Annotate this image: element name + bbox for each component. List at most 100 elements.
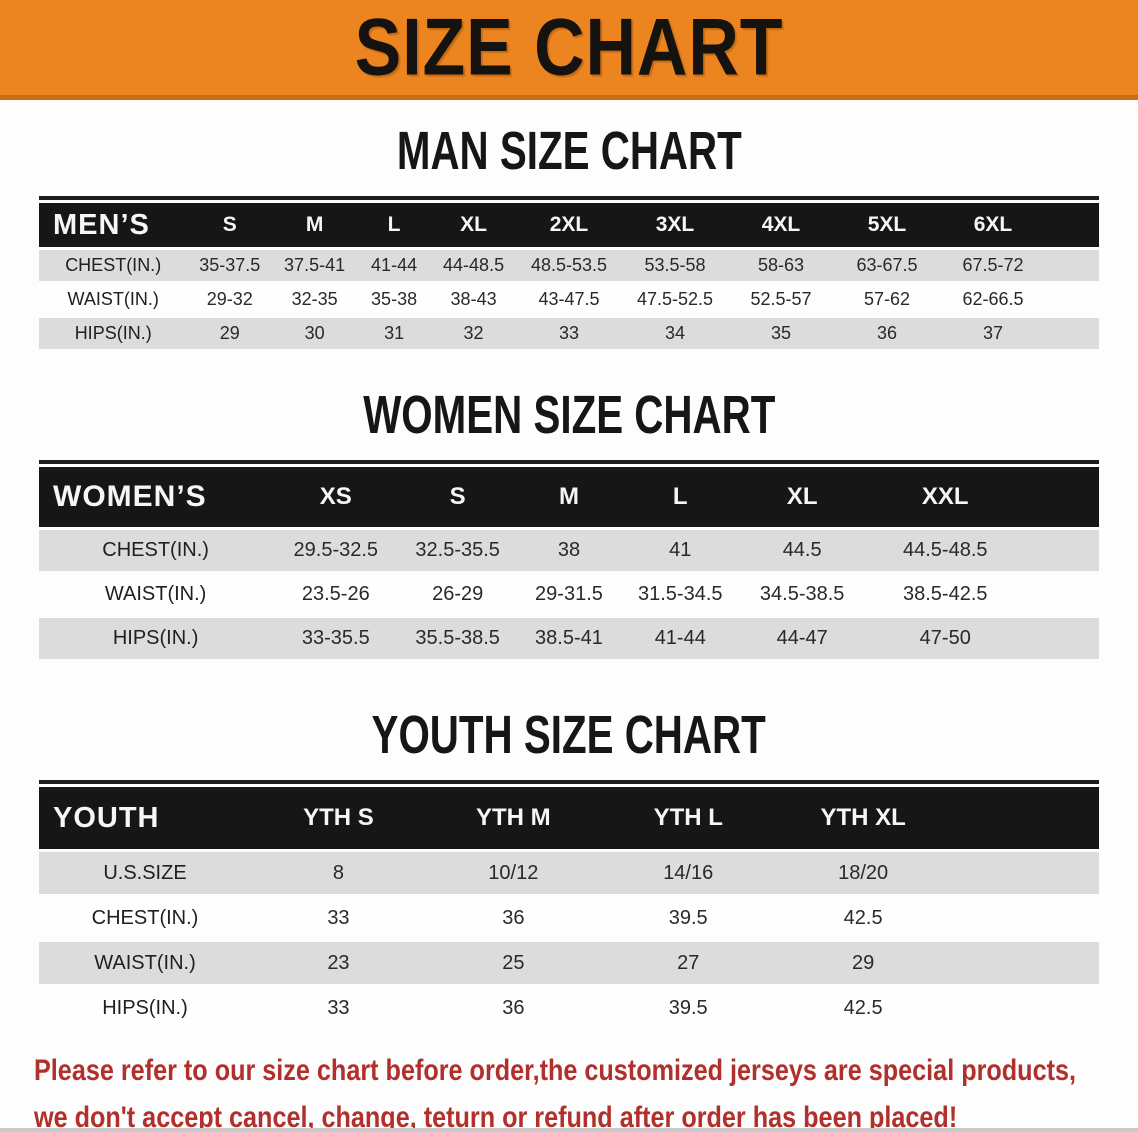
- size-value: 47.5-52.5: [621, 284, 728, 315]
- size-value: 44.5: [738, 530, 866, 571]
- table-row: CHEST(IN.) 35-37.5 37.5-41 41-44 44-48.5…: [39, 250, 1099, 281]
- size-value: 34: [621, 318, 728, 349]
- size-value: 38-43: [431, 284, 516, 315]
- size-value: 39.5: [600, 897, 776, 939]
- size-value: 32: [431, 318, 516, 349]
- size-value: 33: [515, 318, 622, 349]
- women-section-heading: WOMEN SIZE CHART: [362, 385, 776, 446]
- size-value: 33-35.5: [272, 618, 400, 659]
- youth-size-table: YOUTH YTH S YTH M YTH L YTH XL U.S.SIZE …: [39, 780, 1099, 1032]
- table-row: WAIST(IN.) 23.5-26 26-29 29-31.5 31.5-34…: [39, 574, 1099, 615]
- spacer-cell: [1045, 284, 1099, 315]
- women-size-table: WOMEN’S XS S M L XL XXL CHEST(IN.) 29.5-…: [39, 460, 1099, 662]
- youth-group-label: YOUTH: [39, 787, 251, 849]
- size-value: 31: [356, 318, 432, 349]
- size-value: 23: [251, 942, 426, 984]
- spacer-cell: [950, 987, 1099, 1029]
- spacer-cell: [1045, 203, 1099, 247]
- women-col-header: XXL: [865, 467, 1025, 527]
- size-value: 38.5-42.5: [865, 574, 1025, 615]
- size-value: 33: [251, 987, 426, 1029]
- size-value: 37.5-41: [272, 250, 357, 281]
- table-row: CHEST(IN.) 29.5-32.5 32.5-35.5 38 41 44.…: [39, 530, 1099, 571]
- size-value: 14/16: [600, 852, 776, 894]
- men-group-label: MEN’S: [39, 203, 188, 247]
- spacer-cell: [1024, 618, 1099, 659]
- size-value: 29: [775, 942, 951, 984]
- men-header-row: MEN’S S M L XL 2XL 3XL 4XL 5XL 6XL: [39, 203, 1099, 247]
- size-value: 29-32: [187, 284, 273, 315]
- size-value: 42.5: [775, 987, 951, 1029]
- men-waist-label: WAIST(IN.): [39, 284, 188, 315]
- women-hips-label: HIPS(IN.): [39, 618, 273, 659]
- size-value: 32-35: [272, 284, 357, 315]
- disclaimer: Please refer to our size chart before or…: [0, 1048, 1138, 1132]
- women-section: WOMEN SIZE CHART WOMEN’S XS S M L XL XXL: [0, 385, 1138, 662]
- size-value: 29: [187, 318, 273, 349]
- youth-col-header: YTH M: [425, 787, 601, 849]
- size-value: 47-50: [865, 618, 1025, 659]
- youth-waist-label: WAIST(IN.): [39, 942, 251, 984]
- size-value: 26-29: [399, 574, 516, 615]
- table-row: HIPS(IN.) 29 30 31 32 33 34 35 36 37: [39, 318, 1099, 349]
- youth-section: YOUTH SIZE CHART YOUTH YTH S YTH M YTH L…: [0, 705, 1138, 1032]
- men-section: MAN SIZE CHART MEN’S S M L XL 2XL 3XL 4X…: [0, 121, 1138, 352]
- disclaimer-line-1: Please refer to our size chart before or…: [34, 1054, 1077, 1087]
- youth-section-heading: YOUTH SIZE CHART: [371, 705, 767, 766]
- size-value: 53.5-58: [621, 250, 728, 281]
- spacer-cell: [1024, 574, 1099, 615]
- disclaimer-line-2: we don't accept cancel, change, teturn o…: [34, 1100, 958, 1132]
- size-value: 35: [727, 318, 834, 349]
- size-value: 36: [833, 318, 940, 349]
- size-value: 67.5-72: [939, 250, 1046, 281]
- table-row: HIPS(IN.) 33-35.5 35.5-38.5 38.5-41 41-4…: [39, 618, 1099, 659]
- youth-col-header: YTH XL: [775, 787, 951, 849]
- men-hips-label: HIPS(IN.): [39, 318, 188, 349]
- bottom-divider: [0, 1128, 1138, 1132]
- women-chest-label: CHEST(IN.): [39, 530, 273, 571]
- size-value: 37: [939, 318, 1046, 349]
- size-value: 8: [251, 852, 426, 894]
- men-col-header: 3XL: [621, 203, 728, 247]
- spacer-cell: [950, 897, 1099, 939]
- size-value: 38: [515, 530, 622, 571]
- size-value: 32.5-35.5: [399, 530, 516, 571]
- size-value: 31.5-34.5: [621, 574, 739, 615]
- youth-ussize-label: U.S.SIZE: [39, 852, 251, 894]
- size-value: 39.5: [600, 987, 776, 1029]
- youth-col-header: YTH L: [600, 787, 776, 849]
- size-value: 38.5-41: [515, 618, 622, 659]
- size-value: 36: [425, 897, 601, 939]
- size-value: 18/20: [775, 852, 951, 894]
- spacer-cell: [1045, 318, 1099, 349]
- size-value: 43-47.5: [515, 284, 622, 315]
- table-row: U.S.SIZE 8 10/12 14/16 18/20: [39, 852, 1099, 894]
- size-value: 44-47: [738, 618, 866, 659]
- youth-header-row: YOUTH YTH S YTH M YTH L YTH XL: [39, 787, 1099, 849]
- size-value: 23.5-26: [272, 574, 400, 615]
- women-col-header: M: [515, 467, 622, 527]
- table-row: HIPS(IN.) 33 36 39.5 42.5: [39, 987, 1099, 1029]
- size-value: 63-67.5: [833, 250, 940, 281]
- spacer-cell: [950, 852, 1099, 894]
- size-value: 34.5-38.5: [738, 574, 866, 615]
- size-value: 42.5: [775, 897, 951, 939]
- women-header-row: WOMEN’S XS S M L XL XXL: [39, 467, 1099, 527]
- men-col-header: 6XL: [939, 203, 1046, 247]
- men-col-header: L: [356, 203, 432, 247]
- page-title: SIZE CHART: [354, 1, 784, 93]
- size-value: 30: [272, 318, 357, 349]
- size-value: 29.5-32.5: [272, 530, 400, 571]
- spacer-cell: [950, 787, 1099, 849]
- women-col-header: XS: [272, 467, 400, 527]
- size-value: 25: [425, 942, 601, 984]
- men-section-heading: MAN SIZE CHART: [396, 121, 742, 182]
- size-value: 41-44: [621, 618, 739, 659]
- table-row: CHEST(IN.) 33 36 39.5 42.5: [39, 897, 1099, 939]
- size-value: 58-63: [727, 250, 834, 281]
- size-value: 33: [251, 897, 426, 939]
- women-waist-label: WAIST(IN.): [39, 574, 273, 615]
- spacer-cell: [1045, 250, 1099, 281]
- men-col-header: 4XL: [727, 203, 834, 247]
